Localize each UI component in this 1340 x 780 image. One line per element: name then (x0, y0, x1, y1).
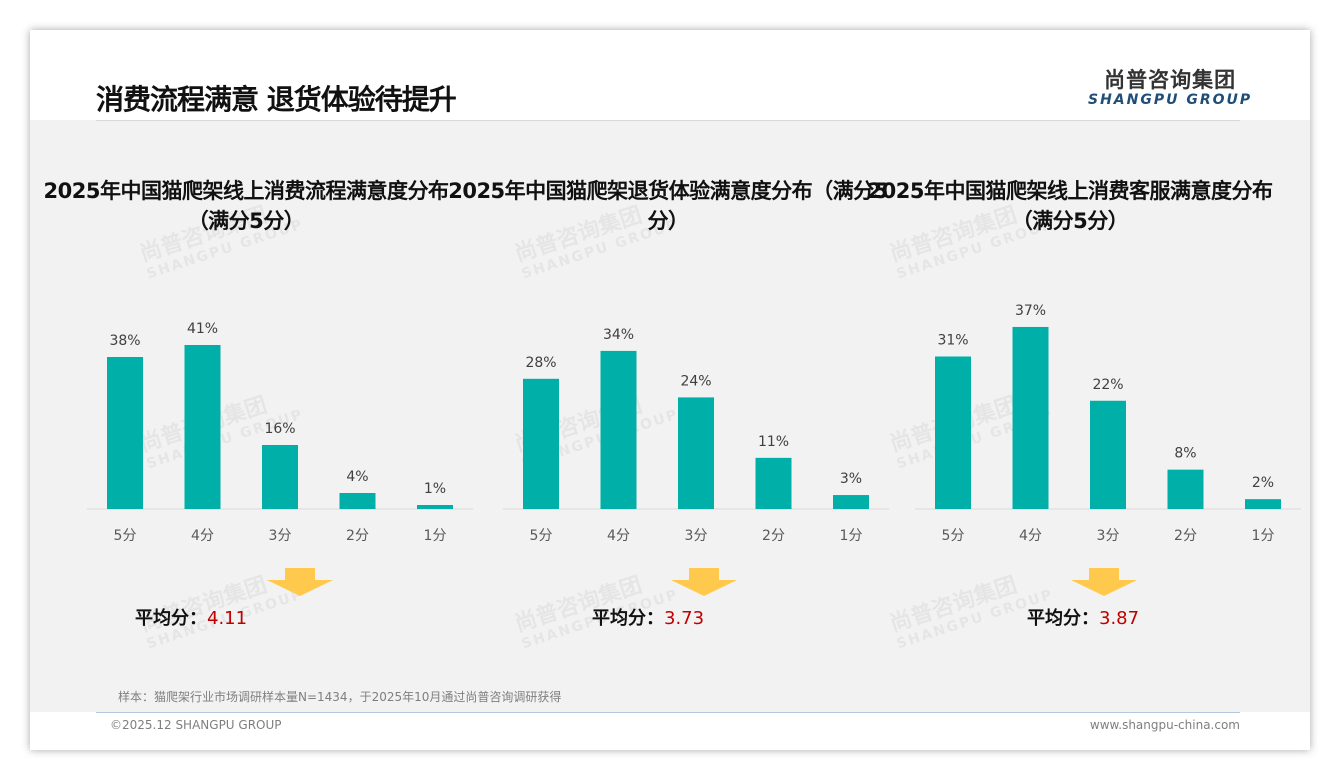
data-label: 11% (758, 434, 789, 450)
average-value: 3.73 (664, 608, 705, 629)
x-tick-label: 5分 (114, 528, 137, 544)
data-label: 24% (680, 373, 711, 389)
bar (523, 378, 559, 509)
data-label: 38% (109, 333, 140, 349)
title-divider (96, 120, 1240, 121)
average-value: 4.11 (207, 608, 248, 629)
bar-chart: 38% 5分 41% 4分 16% 3分 4% 2分 1% 1分 (87, 321, 473, 544)
data-label: 28% (525, 355, 556, 371)
bar (339, 493, 376, 509)
bar (1245, 499, 1281, 509)
x-tick-label: 4分 (1019, 528, 1042, 544)
bar (755, 457, 792, 509)
website: www.shangpu-china.com (1089, 718, 1240, 732)
data-label: 37% (1015, 303, 1046, 319)
x-tick-label: 1分 (1252, 528, 1275, 544)
bar (184, 345, 221, 509)
logo-en: SHANGPU GROUP (1088, 92, 1253, 108)
bar (1090, 400, 1126, 509)
sample-note: 样本：猫爬架行业市场调研样本量N=1434，于2025年10月通过尚普咨询调研获… (118, 690, 562, 704)
logo-cn: 尚普咨询集团 (1104, 68, 1237, 92)
x-tick-label: 5分 (942, 528, 965, 544)
page-title: 消费流程满意 退货体验待提升 (96, 83, 457, 116)
data-label: 31% (937, 332, 968, 348)
chart-title: 2025年中国猫爬架退货体验满意度分布（满分5分） (448, 179, 888, 233)
data-label: 34% (603, 327, 634, 343)
average-score: 平均分：3.73 (592, 604, 704, 630)
data-label: 16% (264, 421, 295, 437)
x-tick-label: 3分 (1097, 528, 1120, 544)
x-tick-label: 2分 (346, 528, 369, 544)
bar (107, 357, 143, 509)
footer-divider (96, 712, 1240, 713)
data-label: 41% (187, 321, 218, 337)
average-label: 平均分： (592, 608, 664, 629)
bar (600, 350, 637, 509)
average-score: 平均分：3.87 (1027, 604, 1139, 630)
copyright: ©2025.12 SHANGPU GROUP (110, 718, 282, 732)
data-label: 22% (1092, 377, 1123, 393)
x-tick-label: 2分 (1174, 528, 1197, 544)
x-tick-label: 3分 (685, 528, 708, 544)
bar (935, 356, 971, 509)
down-arrow-icon (671, 568, 737, 596)
chart-title: 2025年中国猫爬架线上消费客服满意度分布（满分5分） (867, 179, 1273, 233)
down-arrow-icon (1071, 568, 1137, 596)
average-value: 3.87 (1099, 608, 1140, 629)
x-tick-label: 3分 (269, 528, 292, 544)
x-tick-label: 4分 (191, 528, 214, 544)
average-score: 平均分：4.11 (135, 604, 247, 630)
average-label: 平均分： (1027, 608, 1099, 629)
data-label: 1% (424, 481, 446, 497)
average-label: 平均分： (135, 608, 207, 629)
x-tick-label: 5分 (530, 528, 553, 544)
bar (262, 445, 298, 509)
bar (833, 495, 869, 509)
x-tick-label: 1分 (840, 528, 863, 544)
chart-title: 2025年中国猫爬架线上消费流程满意度分布（满分5分） (43, 179, 449, 233)
x-tick-label: 4分 (607, 528, 630, 544)
data-label: 2% (1252, 475, 1274, 491)
data-label: 4% (346, 469, 368, 485)
data-label: 3% (840, 471, 862, 487)
bar (417, 505, 453, 509)
x-tick-label: 1分 (424, 528, 447, 544)
bar-chart: 31% 5分 37% 4分 22% 3分 8% 2分 2% 1分 (915, 303, 1301, 544)
bar (1012, 326, 1049, 509)
down-arrow-icon (267, 568, 333, 596)
bar-chart: 28% 5分 34% 4分 24% 3分 11% 2分 3% 1分 (503, 327, 889, 544)
data-label: 8% (1174, 446, 1196, 462)
bar (1167, 469, 1204, 509)
x-tick-label: 2分 (762, 528, 785, 544)
bar (678, 397, 714, 509)
slide: 消费流程满意 退货体验待提升 尚普咨询集团 SHANGPU GROUP 尚普咨询… (30, 30, 1310, 750)
logo: 尚普咨询集团 SHANGPU GROUP (1088, 64, 1252, 108)
